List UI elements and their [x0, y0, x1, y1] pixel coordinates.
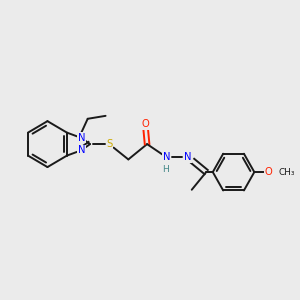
Text: O: O	[142, 119, 149, 129]
Text: S: S	[106, 139, 113, 149]
Text: N: N	[78, 133, 85, 143]
Text: N: N	[78, 145, 85, 155]
Text: H: H	[162, 165, 169, 174]
Text: CH₃: CH₃	[278, 168, 295, 177]
Text: N: N	[184, 152, 191, 162]
Text: N: N	[163, 152, 170, 162]
Text: O: O	[265, 167, 273, 177]
